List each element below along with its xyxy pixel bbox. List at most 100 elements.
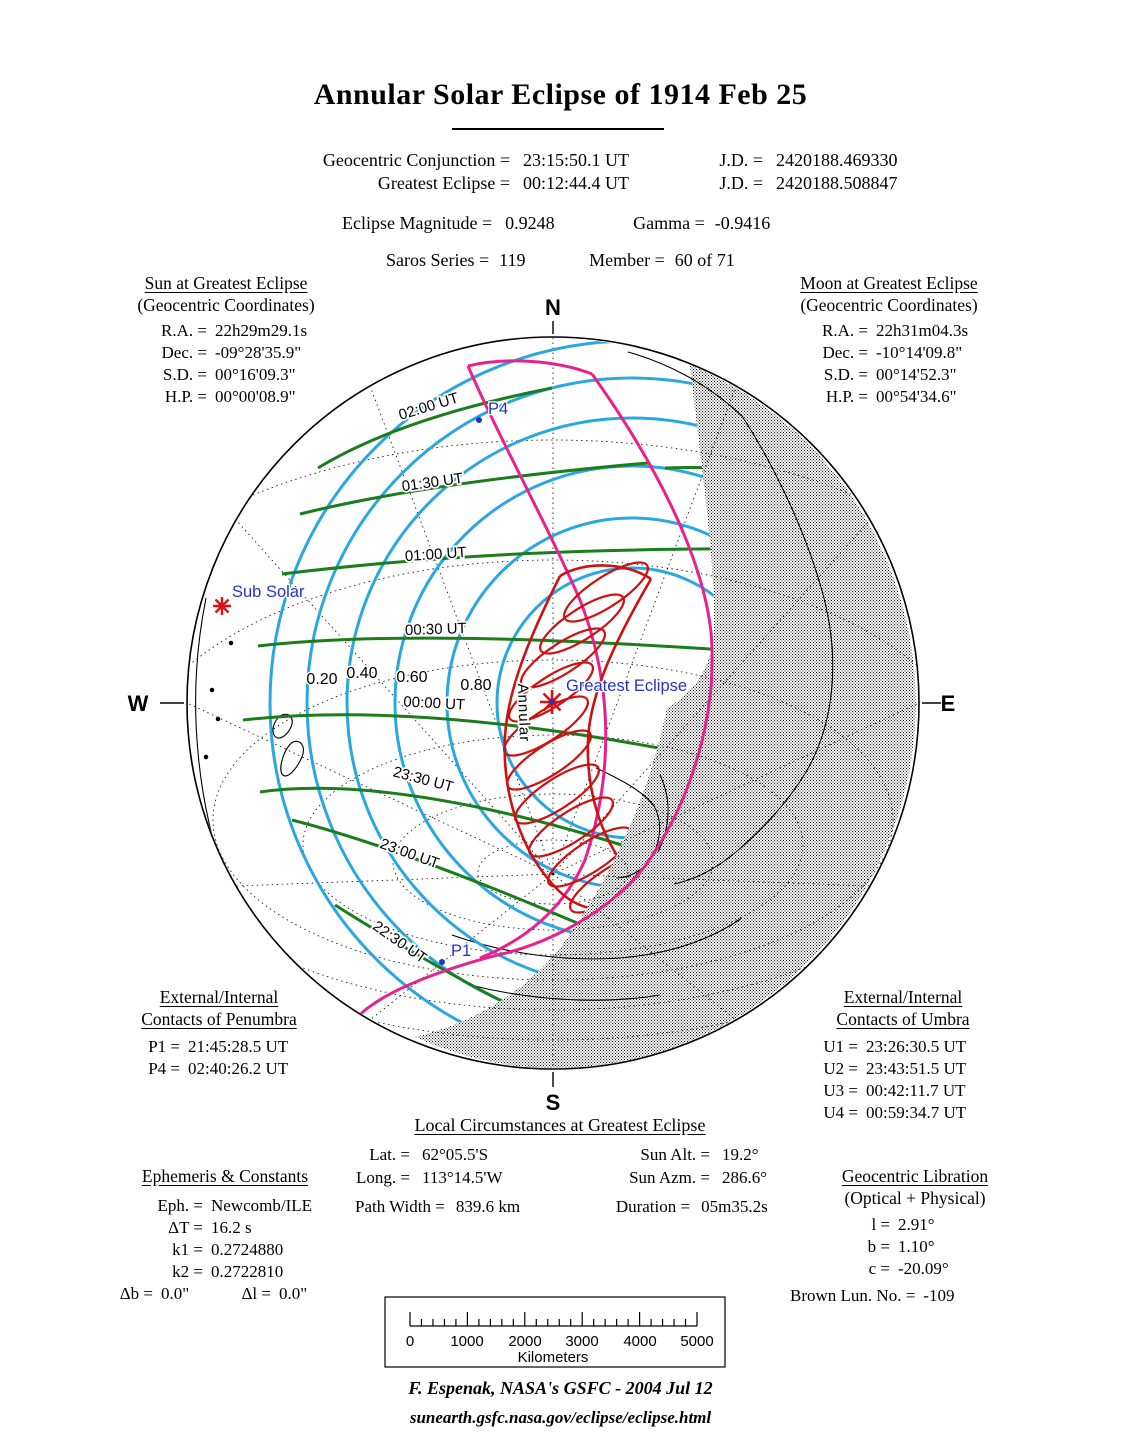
libration-b-row: b = 1.10° bbox=[867, 1237, 935, 1256]
penumbra-contacts-block: External/Internal Contacts of Penumbra P… bbox=[98, 986, 340, 1080]
title-underline bbox=[452, 128, 664, 130]
annular-path bbox=[503, 561, 659, 914]
scale-bar-ticks bbox=[409, 1312, 698, 1326]
local-path-duration-row: Path Width = 839.6 km Duration = 05m35.2… bbox=[355, 1197, 768, 1217]
lat-label: Lat. = bbox=[369, 1145, 410, 1164]
member-value: 60 of 71 bbox=[674, 250, 735, 270]
scale-unit-label: Kilometers bbox=[518, 1349, 589, 1366]
compass-w: W bbox=[128, 691, 149, 716]
lat-value: 62°05.5'S bbox=[422, 1145, 489, 1164]
local-latlong-grid: Lat. = 62°05.5'S Sun Alt. = 19.2° Long. … bbox=[318, 1143, 806, 1189]
p1-contact-row: P1 = 21:45:28.5 UT bbox=[148, 1037, 289, 1056]
gamma-value: -0.9416 bbox=[714, 213, 771, 233]
sun-sd-row: S.D. = 00°16'09.3" bbox=[162, 365, 296, 384]
time-label-0000: 00:00 UT bbox=[403, 693, 466, 713]
moon-subheading: (Geocentric Coordinates) bbox=[800, 295, 978, 315]
magnitude-label-080: 0.80 bbox=[460, 677, 491, 694]
libration-l-row: l = 2.91° bbox=[871, 1215, 935, 1234]
sun-hp-row: H.P. = 00°00'08.9" bbox=[164, 387, 296, 406]
delta-bl-row: Δb = 0.0" Δl = 0.0" bbox=[95, 1283, 355, 1305]
header-row-magnitude: Eclipse Magnitude = 0.9248 Gamma = -0.94… bbox=[342, 213, 770, 234]
duration-label: Duration = bbox=[615, 1197, 691, 1216]
moon-block: Moon at Greatest Eclipse (Geocentric Coo… bbox=[756, 272, 1022, 408]
moon-dec-row: Dec. = -10°14'09.8" bbox=[822, 343, 963, 362]
saros-value: 119 bbox=[499, 250, 526, 270]
scale-tick-5000: 5000 bbox=[680, 1333, 713, 1350]
greatest-jd-value: 2420188.508847 bbox=[776, 173, 898, 193]
sun-alt-label: Sun Alt. = bbox=[640, 1145, 710, 1164]
greatest-eclipse-label: Greatest Eclipse bbox=[566, 677, 687, 695]
footer-credit: F. Espenak, NASA's GSFC - 2004 Jul 12 bbox=[408, 1378, 713, 1398]
time-contours bbox=[242, 386, 715, 1010]
long-value: 113°14.5'W bbox=[422, 1168, 503, 1187]
u2-contact-row: U2 = 23:43:51.5 UT bbox=[823, 1059, 967, 1078]
penumbra-heading-2: Contacts of Penumbra bbox=[141, 1009, 297, 1029]
scale-bar: 0 1000 2000 3000 4000 5000 Kilometers bbox=[384, 1296, 726, 1368]
time-label-0030: 00:30 UT bbox=[405, 620, 467, 639]
compass: N S W E bbox=[128, 295, 956, 1115]
scale-tick-3000: 3000 bbox=[565, 1333, 598, 1350]
scale-tick-4000: 4000 bbox=[623, 1333, 656, 1350]
scale-tick-2000: 2000 bbox=[508, 1333, 541, 1350]
sun-azm-value: 286.6° bbox=[722, 1168, 768, 1187]
u1-contact-row: U1 = 23:26:30.5 UT bbox=[823, 1037, 967, 1056]
sub-solar-marker bbox=[213, 597, 231, 615]
sun-dec-row: Dec. = -09°28'35.9" bbox=[161, 343, 302, 362]
p4-contact-row: P4 = 02:40:26.2 UT bbox=[148, 1059, 289, 1078]
sun-block: Sun at Greatest Eclipse (Geocentric Coor… bbox=[95, 272, 357, 408]
compass-ticks bbox=[160, 321, 941, 1087]
libration-c-row: c = -20.09° bbox=[868, 1259, 949, 1278]
sun-azm-label: Sun Azm. = bbox=[629, 1168, 710, 1187]
umbra-contacts-block: External/Internal Contacts of Umbra U1 =… bbox=[788, 986, 1018, 1124]
delta-l-label: Δl = bbox=[241, 1284, 272, 1303]
moon-sd-row: S.D. = 00°14'52.3" bbox=[823, 365, 957, 384]
penumbra-limits bbox=[353, 359, 714, 1034]
delta-b-label: Δb = bbox=[119, 1284, 153, 1303]
long-label: Long. = bbox=[356, 1168, 410, 1187]
conjunction-jd-value: 2420188.469330 bbox=[776, 150, 898, 170]
annular-label: Annular bbox=[514, 683, 533, 742]
moon-hp-row: H.P. = 00°54'34.6" bbox=[825, 387, 957, 406]
umbra-heading-2: Contacts of Umbra bbox=[836, 1009, 970, 1029]
sub-solar-label: Sub Solar bbox=[232, 583, 305, 601]
moon-ra-row: R.A. = 22h31m04.3s bbox=[822, 321, 969, 340]
path-width-label: Path Width = bbox=[355, 1197, 445, 1216]
sun-heading: Sun at Greatest Eclipse bbox=[144, 273, 308, 293]
penumbra-heading-1: External/Internal bbox=[159, 987, 279, 1007]
moon-heading: Moon at Greatest Eclipse bbox=[800, 273, 978, 293]
delta-l-value: 0.0" bbox=[279, 1284, 308, 1303]
header-row-greatest: Greatest Eclipse = 00:12:44.4 UT J.D. = … bbox=[262, 173, 898, 194]
sun-subheading: (Geocentric Coordinates) bbox=[137, 295, 315, 315]
header-row-saros: Saros Series = 119 Member = 60 of 71 bbox=[386, 250, 735, 271]
scale-tick-1000: 1000 bbox=[450, 1333, 483, 1350]
umbra-heading-1: External/Internal bbox=[843, 987, 963, 1007]
k2-row: k2 = 0.2722810 bbox=[172, 1262, 284, 1281]
compass-s: S bbox=[546, 1090, 561, 1115]
greatest-eclipse-marker bbox=[540, 690, 564, 714]
magnitude-label-060: 0.60 bbox=[396, 669, 427, 686]
libration-block: Geocentric Libration (Optical + Physical… bbox=[790, 1165, 1040, 1307]
magnitude-label: Eclipse Magnitude = bbox=[342, 213, 493, 233]
conjunction-value: 23:15:50.1 UT bbox=[523, 150, 629, 170]
p4-marker bbox=[476, 417, 482, 423]
gamma-label: Gamma = bbox=[633, 213, 705, 233]
brown-label: Brown Lun. No. = bbox=[790, 1286, 916, 1305]
brown-lunation-row: Brown Lun. No. = -109 bbox=[790, 1285, 1040, 1307]
duration-value: 05m35.2s bbox=[701, 1197, 768, 1216]
footer-url: sunearth.gsfc.nasa.gov/eclipse/eclipse.h… bbox=[409, 1408, 712, 1427]
time-label-0100: 01:00 UT bbox=[404, 544, 467, 565]
u3-contact-row: U3 = 00:42:11.7 UT bbox=[823, 1081, 966, 1100]
k1-row: k1 = 0.2724880 bbox=[172, 1240, 284, 1259]
path-width-value: 839.6 km bbox=[455, 1197, 521, 1216]
ephemeris-heading: Ephemeris & Constants bbox=[141, 1166, 309, 1186]
libration-subheading: (Optical + Physical) bbox=[844, 1188, 986, 1208]
sun-alt-value: 19.2° bbox=[722, 1145, 759, 1164]
map-markers bbox=[213, 417, 564, 965]
scale-tick-0: 0 bbox=[406, 1333, 414, 1350]
local-heading: Local Circumstances at Greatest Eclipse bbox=[414, 1115, 706, 1135]
magnitude-label-020: 0.20 bbox=[306, 671, 337, 688]
sun-ra-row: R.A. = 22h29m29.1s bbox=[161, 321, 308, 340]
delta-t-row: ΔT = 16.2 s bbox=[168, 1218, 252, 1237]
member-label: Member = bbox=[589, 250, 665, 270]
